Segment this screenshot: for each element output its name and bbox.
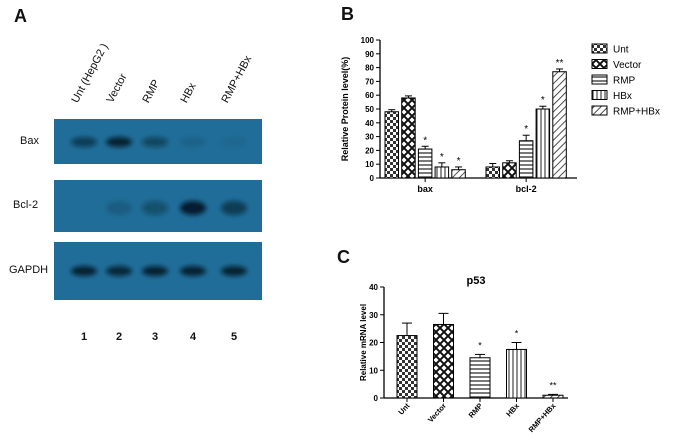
chart-title: p53: [467, 275, 486, 287]
legend-swatch: [591, 43, 608, 54]
significance-mark: *: [423, 135, 427, 146]
significance-mark: **: [549, 380, 557, 390]
y-tick-label: 40: [369, 283, 378, 292]
y-tick-label: 40: [365, 119, 374, 128]
lane-number: 4: [189, 331, 197, 343]
row-label-gapdh: GAPDH: [9, 264, 49, 276]
lane-number: 1: [80, 331, 88, 343]
y-tick-label: 10: [369, 366, 378, 375]
significance-mark: *: [541, 95, 545, 106]
y-tick-label: 70: [365, 77, 374, 86]
x-tick-label: RMP: [467, 401, 485, 419]
x-tick-label: bax: [417, 184, 433, 194]
legend-swatch: [591, 90, 608, 100]
significance-mark: **: [556, 58, 564, 69]
y-axis-title: Relative mRNA level: [359, 304, 368, 381]
bar: [396, 335, 418, 399]
y-tick-label: 0: [374, 394, 379, 403]
x-tick-label: Vector: [426, 401, 448, 424]
y-tick-label: 50: [365, 105, 374, 114]
y-tick-label: 10: [365, 160, 374, 169]
significance-mark: *: [478, 340, 482, 350]
y-tick-label: 0: [370, 174, 375, 183]
bar: [433, 323, 454, 399]
row-label-bax: Bax: [20, 135, 39, 147]
bar: [506, 348, 527, 399]
panel-label-b: B: [341, 4, 354, 24]
lane-number: 2: [115, 331, 123, 343]
y-tick-label: 30: [365, 133, 374, 142]
bar: [469, 357, 491, 399]
legend-swatch: [591, 74, 608, 85]
legend-label: RMP+HBx: [613, 107, 660, 118]
y-tick-label: 100: [361, 36, 375, 45]
x-tick-label: bcl-2: [516, 184, 537, 194]
lane-number: 5: [230, 331, 238, 343]
significance-mark: *: [524, 124, 528, 135]
x-tick-label: HBx: [504, 401, 521, 419]
legend-swatch: [591, 105, 608, 116]
bar: [542, 394, 564, 399]
y-tick-label: 20: [369, 339, 378, 348]
y-tick-label: 90: [365, 50, 374, 59]
y-tick-label: 20: [365, 146, 374, 155]
y-tick-label: 80: [365, 64, 374, 73]
x-tick-label: Unt: [396, 401, 411, 417]
legend-label: HBx: [613, 91, 632, 102]
legend-label: Vector: [613, 60, 642, 71]
y-tick-label: 60: [365, 91, 374, 100]
row-label-bcl2: Bcl-2: [13, 199, 39, 211]
legend-label: RMP: [613, 76, 636, 87]
significance-mark: *: [457, 156, 461, 167]
y-axis-title: Relative Protein level(%): [340, 57, 350, 162]
panel-label-c: C: [337, 247, 350, 267]
significance-mark: *: [515, 329, 519, 339]
legend-label: Unt: [613, 45, 629, 56]
legend-swatch: [591, 59, 608, 69]
panel-label-a: A: [14, 6, 27, 26]
lane-number: 3: [151, 331, 159, 343]
x-tick-label: RMP+HBx: [527, 401, 558, 434]
significance-mark: *: [440, 152, 444, 163]
y-tick-label: 30: [369, 311, 378, 320]
